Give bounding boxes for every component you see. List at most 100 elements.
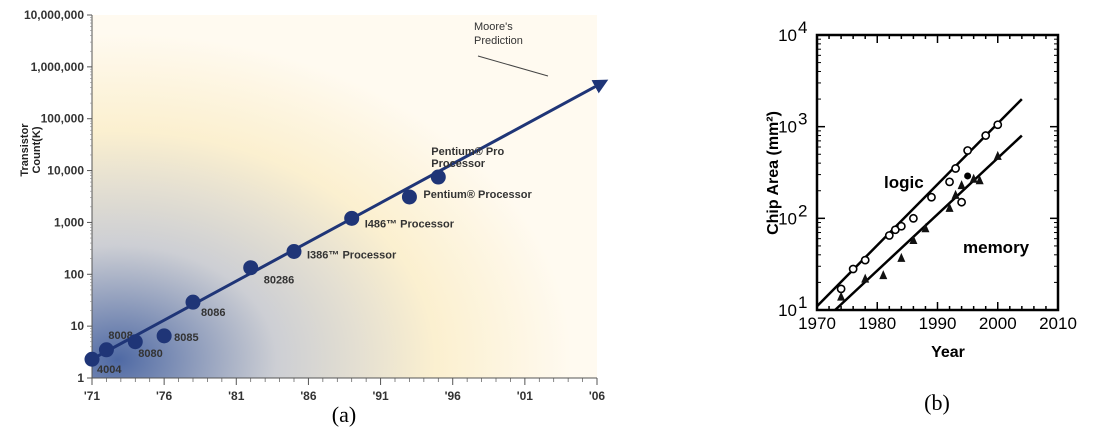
- panel-b-point-memory: [879, 270, 888, 280]
- panel-a-annotation-line: Prediction: [474, 35, 523, 47]
- panel-b-series-label-logic: logic: [884, 173, 924, 192]
- panel-b-point-memory: [837, 291, 846, 301]
- panel-a-x-tick-label: '76: [156, 389, 173, 403]
- panel-a-y-tick-label: 100: [64, 267, 84, 281]
- panel-a-point-label-4004: 4004: [97, 364, 122, 376]
- panel-b-y-tick-exponent: 3: [798, 110, 807, 129]
- panel-b-series-label-memory: memory: [963, 238, 1030, 257]
- panel-a-point-label-pentium-pro-processor: Pentium® Pro Processor: [431, 146, 504, 170]
- panel-b-y-tick-exponent: 1: [798, 293, 807, 312]
- panel-b-point-logic: [896, 221, 906, 231]
- panel-b-point-logic: [951, 164, 960, 173]
- panel-b-point-logic: [860, 255, 870, 265]
- panel-b-y-tick-label: 10: [778, 209, 797, 228]
- panel-b-y-tick-base: 10: [778, 301, 797, 320]
- panel-b-y-tick-base: 10: [778, 118, 797, 137]
- panel-b-y-tick-label: 10: [778, 118, 797, 137]
- panel-b-fit-line-logic: [816, 98, 1023, 308]
- panel-a-x-tick-label: '06: [589, 389, 606, 403]
- panel-b-point-memory: [957, 180, 966, 190]
- panel-b-y-axis-label: Chip Area (mm²): [765, 111, 782, 235]
- panel-a-axes: [87, 14, 598, 385]
- panel-b-point-logic: [884, 231, 894, 240]
- panel-b-y-tick-label: 10: [778, 301, 797, 320]
- panel-a-y-tick-label: 1,000: [54, 215, 84, 229]
- panel-a-y-tick-label: 1,000,000: [31, 60, 85, 74]
- panel-a-point-pentium-processor: [401, 189, 417, 205]
- panel-a-point-80286: [243, 260, 259, 276]
- panel-b-fit-line-memory: [834, 134, 1023, 311]
- panel-a-moores-prediction-annotation: Moore's Prediction: [474, 21, 549, 77]
- panel-a-y-tick-labels: 1 10 100 1,000 10,000 100,000 1,000,000 10,000,…: [24, 8, 84, 385]
- panel-a-annotation-line: Moore's: [474, 21, 513, 33]
- panel-b-point-memory: [993, 150, 1002, 160]
- panel-b-series-labels: logic memory: [884, 173, 1030, 257]
- panel-b-y-tick-exponent: 2: [798, 201, 807, 220]
- panel-b-point-memory: [975, 175, 984, 185]
- panel-a-y-tick-label: 10,000,000: [24, 8, 84, 22]
- panel-b-y-tick-exponent: 4: [798, 18, 807, 37]
- panel-a-point-label-8008: 8008: [108, 330, 132, 342]
- panel-b-point-logic: [909, 213, 918, 223]
- caption-a: (a): [332, 402, 356, 427]
- panel-b-point-logic: [993, 120, 1003, 130]
- panel-a-annotation-text: Moore's Prediction: [474, 21, 523, 47]
- panel-b-point-memory: [951, 189, 960, 199]
- panel-b-x-tick-label: 1980: [858, 314, 896, 333]
- panel-a-x-tick-label: '81: [228, 389, 245, 403]
- panel-b-point-memory: [897, 252, 906, 262]
- panel-a-point-label-pentium-processor: Pentium® Processor: [423, 189, 532, 201]
- panel-a-x-tick-label: '01: [517, 389, 534, 403]
- panel-b-point-logic: [957, 197, 966, 207]
- panel-a-point-8085: [156, 328, 172, 344]
- panel-b-point-logic: [836, 284, 846, 294]
- panel-a-point-i486-processor: [344, 210, 360, 226]
- panel-b-axes: [816, 34, 1059, 311]
- panel-b-y-tick-label: 10: [778, 26, 797, 45]
- panel-a-x-tick-label: '71: [84, 389, 101, 403]
- panel-b-point-memory: [921, 223, 930, 233]
- panel-a-point-i386-processor: [286, 244, 302, 260]
- panel-a-y-tick-label: 10,000: [47, 164, 84, 178]
- caption-b: (b): [924, 390, 950, 415]
- panel-a-point-8008: [98, 342, 114, 358]
- panel-b-y-tick-base: 10: [778, 209, 797, 228]
- panel-b-point-logic: [848, 264, 858, 274]
- panel-a-y-tick-label: 100,000: [41, 112, 85, 126]
- panel-b-x-tick-labels: 1970 1980 1990 2000 2010: [798, 314, 1077, 333]
- panel-a-y-tick-label: 1: [77, 371, 84, 385]
- panel-b-point-logic: [945, 177, 954, 187]
- panel-b-point-memory: [945, 202, 954, 212]
- panel-b-x-tick-label: 1970: [798, 314, 836, 333]
- panel-a-x-tick-labels: '71 '76 '81 '86 '91 '96 '01 '06: [84, 389, 606, 403]
- panel-a-point-label-line: Pentium® Pro: [431, 146, 504, 158]
- panel-a-point-label-line: Processor: [431, 158, 486, 170]
- panel-a-y-axis-label-line: Count(K): [31, 126, 43, 173]
- panel-b-point-memory: [861, 273, 870, 283]
- panel-b-point-memory: [909, 235, 918, 245]
- panel-a-y-axis-label: TransistorCount(K): [19, 123, 43, 177]
- panel-b-y-tick-base: 10: [778, 26, 797, 45]
- panel-b-point-logic: [963, 146, 973, 155]
- panel-b-x-axis-label: Year: [931, 344, 965, 361]
- panel-b-trend-lines: [816, 98, 1023, 311]
- panel-a-moores-law-chart: 1 10 100 1,000 10,000 100,000 1,000,000 10,000,…: [19, 8, 609, 403]
- panel-b-point-logic: [981, 131, 991, 140]
- panel-a-point-label-8080: 8080: [138, 348, 162, 360]
- panel-a-y-tick-label: 10: [71, 319, 85, 333]
- panel-a-x-tick-label: '91: [372, 389, 389, 403]
- panel-b-x-tick-label: 2000: [979, 314, 1017, 333]
- panel-b-x-tick-label: 2010: [1039, 314, 1077, 333]
- panel-b-data-points: [836, 120, 1003, 301]
- panel-a-point-label-i486-processor: I486™ Processor: [365, 218, 455, 230]
- panel-a-point-label-80286: 80286: [264, 275, 295, 287]
- panel-a-plot-background: [92, 15, 597, 378]
- panel-b-point-logic: [927, 192, 936, 202]
- panel-b-point-memory: [969, 173, 978, 183]
- panel-a-data-points: 4004 8008 8080 8085 8086 80286 I386™ Processor…: [84, 146, 533, 376]
- panel-a-point-label-i386-processor: I386™ Processor: [307, 250, 397, 262]
- panel-a-point-label-8086: 8086: [201, 307, 225, 319]
- panel-a-point-pentium-pro-processor: [430, 169, 446, 185]
